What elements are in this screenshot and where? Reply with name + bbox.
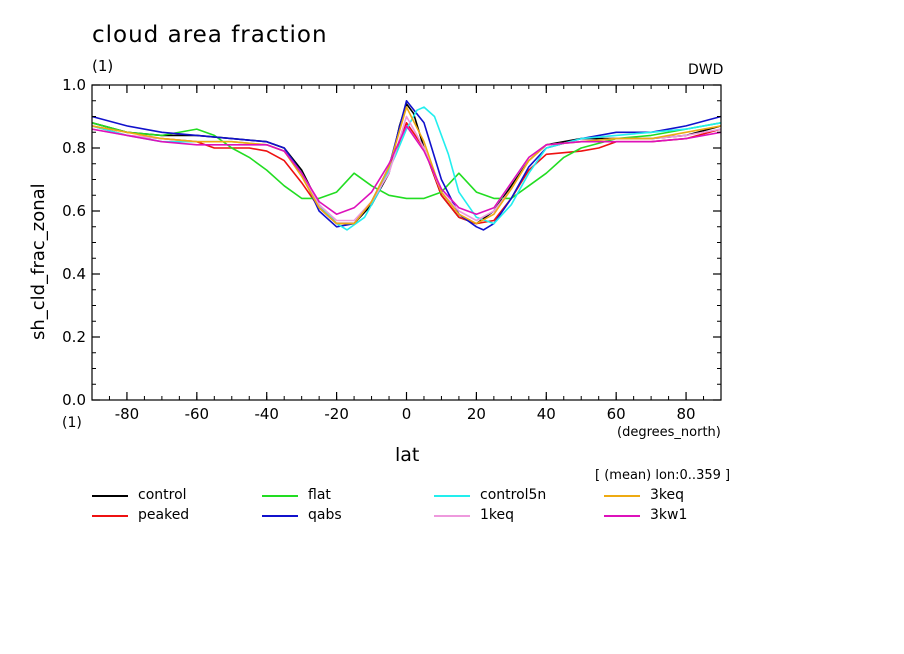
- chart-subtitle: [ (mean) lon:0..359 ]: [595, 468, 731, 483]
- series-line-control: [91, 103, 722, 225]
- legend-swatch: [434, 495, 470, 497]
- legend-swatch: [434, 515, 470, 517]
- y-tick-label: 1.0: [62, 76, 86, 94]
- legend-label: 3keq: [650, 487, 685, 503]
- legend-swatch: [604, 515, 640, 517]
- series-line-qabs: [91, 100, 722, 231]
- x-tick-label: 80: [677, 405, 696, 423]
- legend-swatch: [604, 495, 640, 497]
- y-tick-label: 0.2: [62, 328, 86, 346]
- legend-swatch: [262, 495, 298, 497]
- source-label: DWD: [688, 62, 724, 78]
- x-tick-label: 60: [607, 405, 626, 423]
- legend-label: control: [138, 487, 187, 503]
- x-axis-units: (degrees_north): [617, 425, 721, 440]
- legend-label: qabs: [308, 507, 342, 523]
- units-label: (1): [92, 57, 114, 75]
- x-tick-label: 40: [537, 405, 556, 423]
- x-tick-label: -40: [254, 405, 279, 423]
- axis-layer: -80 -60 -40 -20 0 20 40 60 80 0.0 0.2 0.4 0.6 0.8 1.0: [62, 76, 722, 423]
- legend-label: 1keq: [480, 507, 515, 523]
- y-tick-label: 0.0: [62, 391, 86, 409]
- x-tick-label: -80: [115, 405, 140, 423]
- legend-label: control5n: [480, 487, 547, 503]
- y-tick-label: 0.8: [62, 139, 86, 157]
- series-line-3kw1: [91, 125, 722, 215]
- series-line-peaked: [91, 122, 722, 225]
- legend-swatch: [92, 515, 128, 517]
- legend-label: flat: [308, 487, 331, 503]
- legend-swatch: [262, 515, 298, 517]
- x-tick-label: -60: [185, 405, 210, 423]
- x-axis-label: lat: [395, 444, 420, 466]
- legend-label: 3kw1: [650, 507, 688, 523]
- series-line-flat: [91, 122, 722, 200]
- legend-label: peaked: [138, 507, 190, 523]
- chart-title: cloud area fraction: [92, 22, 328, 48]
- x-tick-label: 0: [402, 405, 412, 423]
- legend-swatch: [92, 495, 128, 497]
- bottom-units-label: (1): [62, 415, 82, 431]
- x-tick-label: -20: [324, 405, 349, 423]
- series-layer: [91, 100, 722, 231]
- y-tick-label: 0.4: [62, 265, 86, 283]
- x-tick-label: 20: [467, 405, 486, 423]
- y-tick-label: 0.6: [62, 202, 86, 220]
